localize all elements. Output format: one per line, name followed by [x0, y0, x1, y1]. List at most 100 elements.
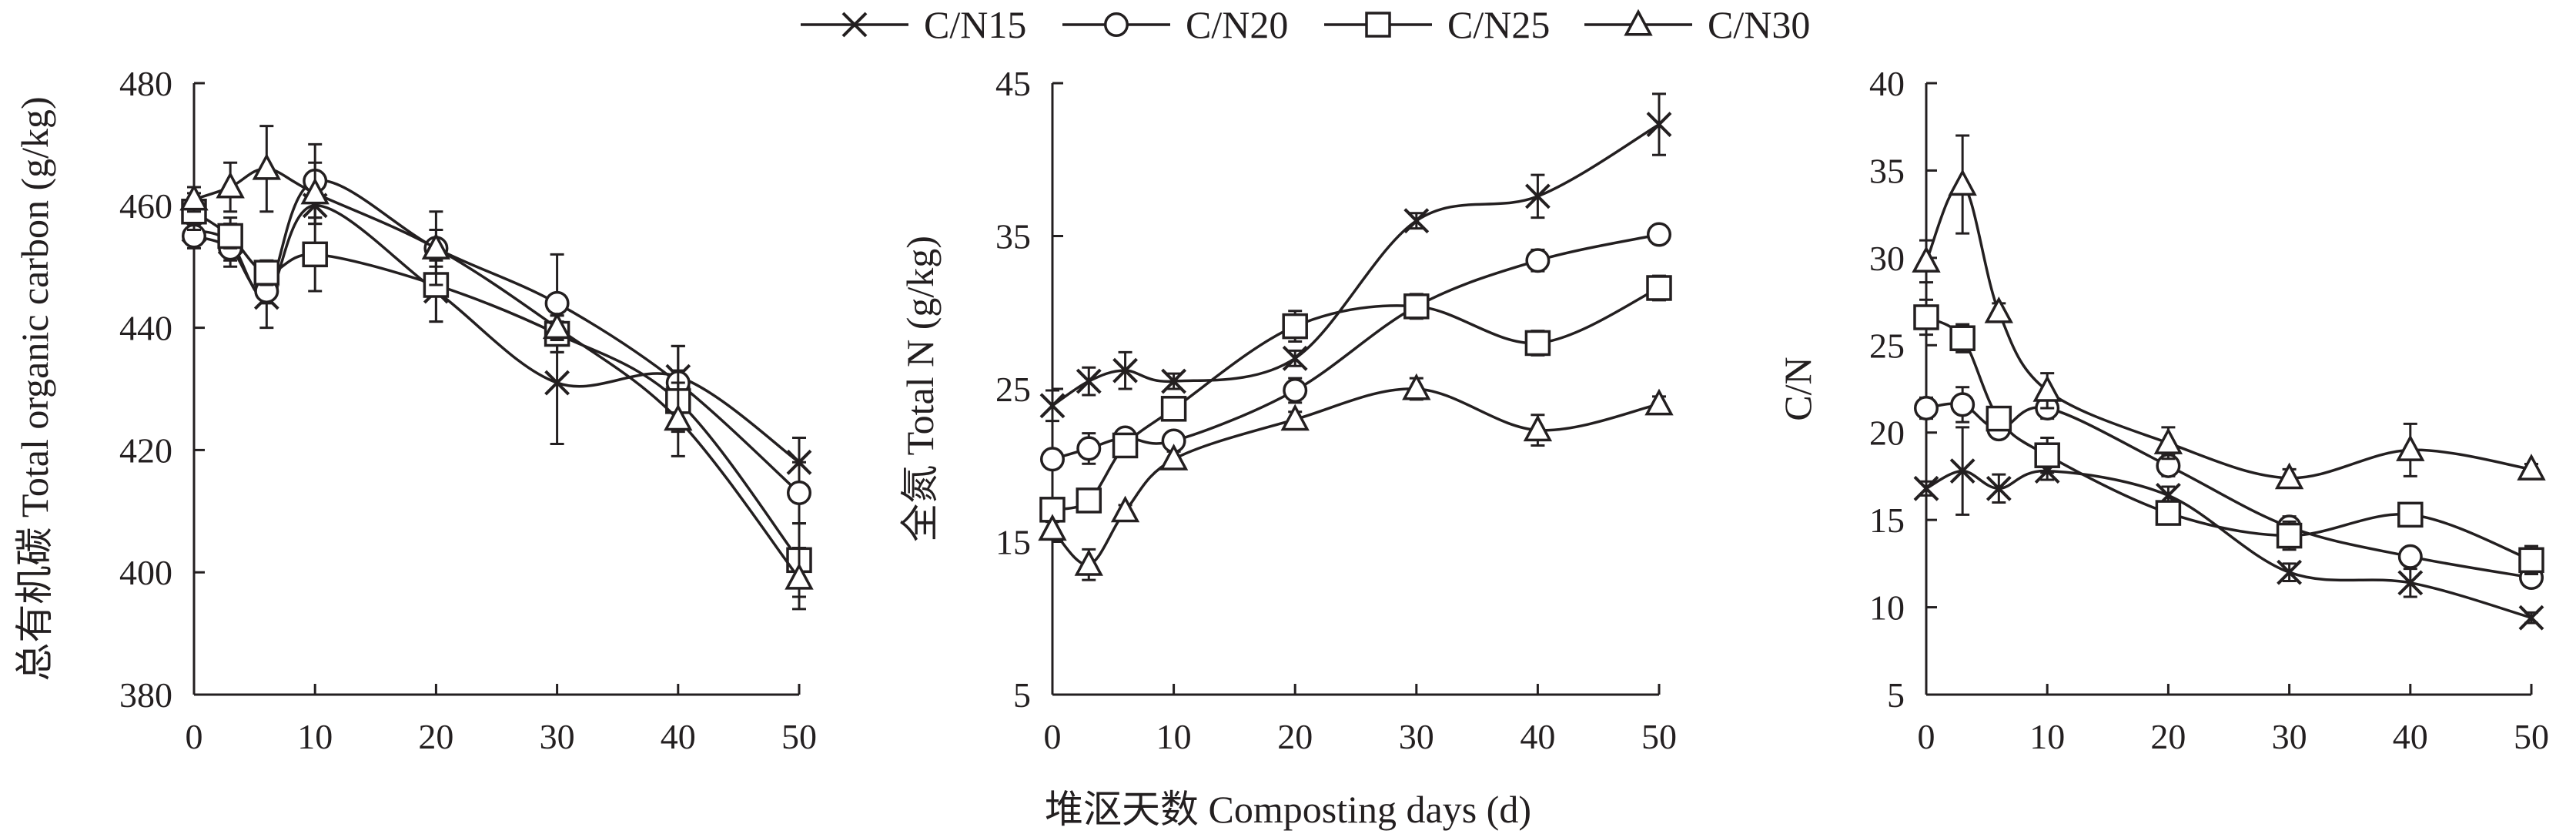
y-tick-label: 480 — [119, 64, 172, 103]
legend-label: C/N20 — [1186, 3, 1288, 46]
y-tick-label: 25 — [1869, 326, 1905, 365]
x-axis-title: 堆沤天数 Composting days (d) — [1045, 788, 1531, 831]
data-point — [1524, 183, 1551, 209]
series-cn25 — [1039, 274, 1672, 523]
data-point — [253, 260, 280, 286]
data-point — [1074, 549, 1103, 576]
x-tick-label: 40 — [1520, 717, 1555, 756]
data-point — [2517, 454, 2546, 481]
data-point — [179, 183, 209, 211]
x-tick-label: 20 — [418, 717, 453, 756]
data-point — [1525, 248, 1551, 273]
y-tick-label: 440 — [119, 309, 172, 348]
y-tick-label: 35 — [995, 217, 1031, 256]
data-point — [2518, 547, 2544, 574]
x-tick-label: 0 — [1044, 717, 1062, 756]
x-tick-label: 0 — [186, 717, 203, 756]
data-point — [2153, 427, 2183, 454]
series-cn15 — [1913, 426, 2544, 631]
data-point — [421, 233, 451, 260]
data-point — [1040, 447, 1065, 472]
data-point — [302, 241, 328, 268]
y-tick-label: 420 — [119, 430, 172, 470]
y-tick-label: 400 — [119, 553, 172, 592]
data-point — [1038, 514, 1067, 541]
data-point — [1110, 495, 1140, 523]
series-line — [193, 204, 801, 464]
series-cn25 — [181, 192, 812, 598]
series-line — [1051, 387, 1660, 567]
x-tick-label: 30 — [2272, 717, 2307, 756]
data-point — [785, 562, 814, 590]
chart-total-organic-carbon: 380 400 420 440 460 480 0 10 20 30 40 50 总有机碳 Total … — [13, 64, 817, 756]
data-point — [216, 171, 245, 199]
x-tick-label: 10 — [1156, 717, 1192, 756]
chart-cn-ratio: 5 10 15 20 25 30 35 40 0 10 20 30 40 50 C/N — [1776, 64, 2549, 756]
y-tick-label: 35 — [1869, 151, 1905, 190]
legend-label: C/N30 — [1708, 3, 1810, 46]
y-tick-label: 20 — [1869, 414, 1905, 453]
x-tick-label: 50 — [1641, 717, 1677, 756]
series-cn30 — [1912, 134, 2546, 490]
x-tick-label: 40 — [2393, 717, 2428, 756]
data-point — [1913, 304, 1939, 330]
legend-label: C/N15 — [924, 3, 1026, 46]
y-tick-label: 460 — [119, 186, 172, 226]
data-point — [1076, 368, 1102, 394]
data-point — [2155, 500, 2182, 526]
data-point — [2397, 570, 2424, 596]
y-tick-label: 25 — [995, 370, 1031, 409]
data-point — [2518, 605, 2544, 631]
chart-total-nitrogen: 5 15 25 35 45 0 10 20 30 40 50 全氮 Total N (g/kg) — [898, 64, 1677, 756]
series-line — [1925, 469, 2532, 619]
series-cn15 — [181, 186, 812, 488]
data-point — [542, 312, 572, 340]
x-tick-label: 10 — [2029, 717, 2065, 756]
x-tick-label: 50 — [781, 717, 817, 756]
data-point — [1403, 208, 1430, 234]
data-point — [2274, 462, 2304, 490]
x-tick-label: 20 — [1277, 717, 1313, 756]
data-point — [300, 177, 330, 205]
data-point — [1949, 325, 1975, 351]
x-tick-label: 40 — [661, 717, 696, 756]
data-point — [2397, 544, 2423, 569]
data-point — [1076, 487, 1102, 514]
data-point — [1950, 392, 1975, 417]
data-point — [1282, 313, 1308, 340]
series-cn30 — [1038, 373, 1674, 581]
legend-marker — [1624, 8, 1653, 36]
x-tick-label: 0 — [1918, 717, 1935, 756]
data-point — [1984, 296, 2013, 323]
data-point — [1282, 345, 1308, 371]
data-point — [1076, 436, 1102, 461]
data-point — [787, 480, 811, 505]
y-tick-label: 380 — [119, 675, 172, 715]
data-point — [544, 370, 570, 396]
y-tick-label: 15 — [995, 523, 1031, 562]
x-tick-label: 30 — [1399, 717, 1434, 756]
series-line — [193, 167, 801, 580]
y-axis-title: 总有机碳 Total organic carbon (g/kg) — [13, 96, 56, 681]
data-point — [544, 290, 570, 316]
y-axis-title: C/N — [1776, 357, 1819, 420]
series-line — [1052, 123, 1660, 407]
data-point — [1644, 388, 1674, 416]
legend-item: C/N15 — [801, 3, 1026, 46]
data-point — [1523, 414, 1553, 442]
series-line — [1052, 233, 1660, 461]
x-tick-label: 20 — [2150, 717, 2186, 756]
legend-item: C/N20 — [1062, 3, 1288, 46]
legend-label: C/N25 — [1447, 3, 1550, 46]
data-point — [1914, 395, 1939, 420]
y-tick-label: 30 — [1869, 239, 1905, 278]
data-point — [2276, 522, 2303, 549]
data-point — [1112, 432, 1139, 459]
data-point — [1986, 475, 2012, 501]
legend-item: C/N25 — [1324, 3, 1550, 46]
series-cn25 — [1913, 298, 2544, 575]
y-axis-title: 全氮 Total N (g/kg) — [898, 236, 942, 542]
data-point — [1112, 357, 1138, 384]
data-point — [1403, 293, 1430, 320]
